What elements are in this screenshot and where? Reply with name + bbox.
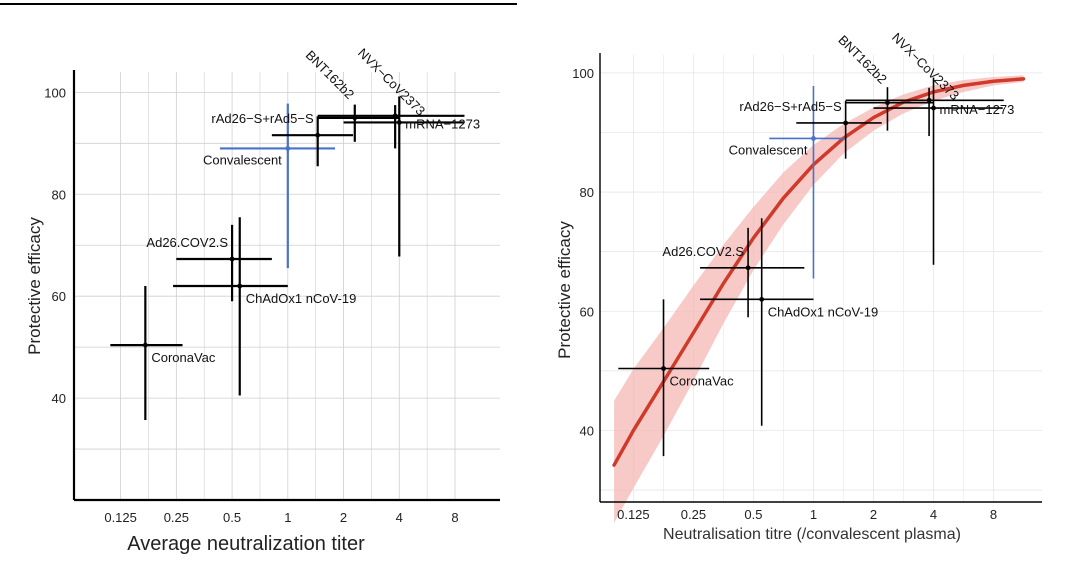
x-tick-label: 2: [870, 507, 877, 522]
point-marker: [661, 366, 666, 371]
data-point: ChAdOx1 nCoV-19: [700, 218, 879, 426]
y-tick-label: 80: [580, 185, 594, 200]
point-label: Ad26.COV2.S: [662, 244, 744, 259]
y-tick-label: 100: [572, 66, 594, 81]
point-label: mRNA−1273: [405, 116, 480, 131]
point-marker: [885, 100, 890, 106]
y-tick-label: 100: [44, 85, 66, 100]
y-tick-label: 40: [52, 391, 66, 406]
data-point: Ad26.COV2.S: [146, 224, 272, 302]
point-label: ChAdOx1 nCoV-19: [246, 291, 357, 306]
point-marker: [811, 136, 816, 141]
point-label: Convalescent: [203, 152, 282, 167]
point-label: CoronaVac: [670, 373, 735, 388]
data-point: NVX−CoV2373: [317, 45, 465, 149]
x-tick-label: 0.5: [744, 507, 762, 522]
x-axis-title: Average neutralization titer: [127, 533, 365, 555]
right-chart: 0.125 0.25 0.5 1 2 4 8 40 60 80 100 Neutralisation …: [555, 30, 1042, 543]
x-tick-label: 0.125: [617, 507, 650, 522]
x-tick-label: 1: [284, 510, 291, 525]
point-marker: [285, 146, 291, 151]
x-tick-label: 0.125: [104, 510, 137, 525]
x-axis-title: Neutralisation titre (/convalescent plas…: [663, 526, 961, 543]
point-label: NVX−CoV2373: [355, 45, 428, 118]
data-point: mRNA−1273: [343, 96, 480, 257]
point-label: Ad26.COV2.S: [146, 235, 228, 250]
data-point: CoronaVac: [110, 286, 216, 421]
point-marker: [237, 283, 243, 289]
point-marker: [843, 120, 849, 126]
x-tick-label: 0.25: [164, 510, 189, 525]
point-marker: [759, 296, 765, 302]
data-point: rAd26−S+rAd5−S: [739, 99, 882, 159]
point-marker: [931, 105, 936, 111]
data-point: rAd26−S+rAd5−S: [211, 111, 354, 167]
y-tick-label: 40: [580, 423, 594, 438]
y-axis-title: Protective efficacy: [25, 217, 44, 355]
point-label: CoronaVac: [151, 350, 216, 365]
point-label: ChAdOx1 nCoV-19: [768, 304, 879, 319]
point-marker: [745, 265, 751, 271]
data-point: mRNA−1273: [873, 77, 1015, 265]
point-label: BNT162b2: [303, 47, 358, 102]
data-point: Convalescent: [203, 103, 336, 269]
point-label: mRNA−1273: [940, 102, 1015, 117]
x-tick-label: 2: [340, 510, 347, 525]
x-tick-label: 4: [930, 507, 937, 522]
x-tick-label: 4: [396, 510, 403, 525]
point-marker: [142, 342, 148, 348]
x-tick-label: 0.25: [681, 507, 706, 522]
x-tick-label: 0.5: [223, 510, 241, 525]
x-tick-label: 8: [990, 507, 997, 522]
point-marker: [315, 132, 321, 138]
data-point: Ad26.COV2.S: [662, 227, 805, 318]
data-point: Convalescent: [729, 85, 846, 279]
data-point: ChAdOx1 nCoV-19: [173, 217, 357, 396]
point-marker: [926, 97, 932, 103]
top-rule: [0, 3, 517, 5]
point-label: rAd26−S+rAd5−S: [211, 111, 314, 126]
point-marker: [396, 120, 402, 125]
x-tick-label: 1: [810, 507, 817, 522]
point-label: Convalescent: [729, 142, 808, 157]
y-tick-label: 60: [580, 304, 594, 319]
point-marker: [229, 256, 235, 262]
grid-lines: [600, 55, 1042, 502]
confidence-band: [614, 75, 1024, 523]
data-point: CoronaVac: [618, 299, 735, 457]
point-marker: [392, 113, 398, 119]
left-chart: 0.125 0.25 0.5 1 2 4 8 40 60 80 100 Average neutral…: [25, 45, 500, 555]
x-tick-label: 8: [451, 510, 458, 525]
y-tick-label: 60: [52, 289, 66, 304]
y-axis-title: Protective efficacy: [555, 221, 574, 359]
point-label: rAd26−S+rAd5−S: [739, 99, 842, 114]
y-tick-label: 80: [52, 187, 66, 202]
